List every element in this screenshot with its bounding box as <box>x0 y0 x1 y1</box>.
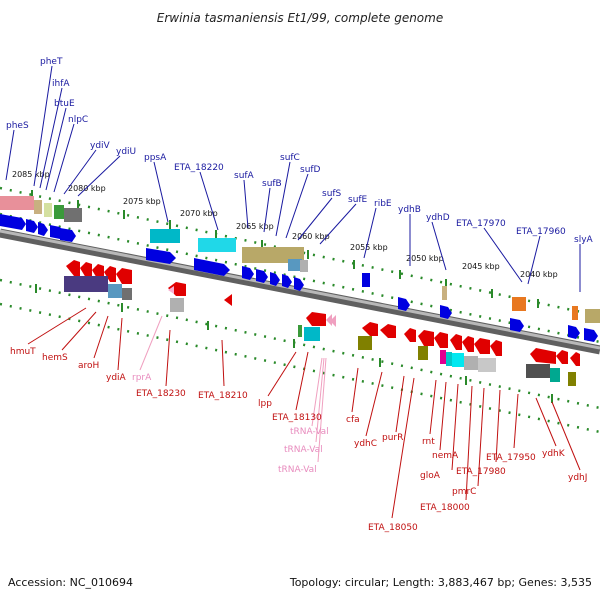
gene-label[interactable]: btuE <box>54 99 75 109</box>
gene-label[interactable]: aroH <box>78 361 99 371</box>
top-leader-lines <box>5 65 581 292</box>
gene-label[interactable]: cfa <box>346 415 360 425</box>
gene-label[interactable]: ETA_18000 <box>420 503 470 513</box>
gene-label[interactable]: ihfA <box>52 79 70 89</box>
gene-label[interactable]: sufS <box>322 189 342 199</box>
gene-label[interactable]: ydhB <box>398 205 421 215</box>
gene-label[interactable]: ETA_17970 <box>456 219 506 229</box>
kbp-label: 2045 kbp <box>462 262 500 271</box>
map-title: Erwinia tasmaniensis Et1/99, complete ge… <box>157 11 443 25</box>
rna-leader-lines <box>139 315 327 463</box>
kbp-label: 2065 kbp <box>236 222 274 231</box>
gene-label[interactable]: rnt <box>422 437 435 447</box>
genome-summary-text: Topology: circular; Length: 3,883,467 bp… <box>289 576 592 589</box>
gene-label[interactable]: hemS <box>42 353 68 363</box>
gene-label[interactable]: ETA_17980 <box>456 467 506 477</box>
gene-label[interactable]: ETA_18050 <box>368 523 418 533</box>
gene-label[interactable]: sufA <box>234 171 255 181</box>
gene-label[interactable]: sufC <box>280 153 300 163</box>
gene-label[interactable]: ribE <box>374 199 392 209</box>
gene-label[interactable]: ppsA <box>144 153 167 163</box>
kbp-label: 2070 kbp <box>180 209 218 218</box>
gene-label[interactable]: ETA_18130 <box>272 413 322 423</box>
gene-label[interactable]: pheS <box>6 121 29 131</box>
gene-label[interactable]: ETA_18210 <box>198 391 248 401</box>
gene-label[interactable]: ETA_18230 <box>136 389 186 399</box>
kbp-label: 2055 kbp <box>350 243 388 252</box>
gene-label[interactable]: ydhD <box>426 213 450 223</box>
gene-label[interactable]: lpp <box>258 399 272 409</box>
gene-label[interactable]: ydhK <box>542 449 566 459</box>
kbp-label: 2040 kbp <box>520 270 558 279</box>
bottom-leader-lines <box>27 307 581 519</box>
gene-label[interactable]: ydhC <box>354 439 377 449</box>
reverse-features <box>64 260 580 386</box>
gene-label[interactable]: nemA <box>432 451 459 461</box>
kbp-label: 2080 kbp <box>68 184 106 193</box>
gene-label[interactable]: ydhJ <box>568 473 587 483</box>
gene-label[interactable]: hmuT <box>10 347 36 357</box>
gene-label[interactable]: ydiU <box>116 147 136 157</box>
gene-label[interactable]: sufB <box>262 179 282 189</box>
kbp-label: 2075 kbp <box>123 197 161 206</box>
rna-label[interactable]: tRNA-Val <box>290 427 329 437</box>
genome-backbone <box>0 228 600 355</box>
gene-label[interactable]: pmrC <box>452 487 476 497</box>
gene-label[interactable]: ETA_17960 <box>516 227 566 237</box>
gene-label[interactable]: purR <box>382 433 403 443</box>
forward-features <box>0 196 600 342</box>
outer-top-track <box>0 186 600 318</box>
gene-label[interactable]: nlpC <box>68 115 88 125</box>
gene-label[interactable]: ETA_17950 <box>486 453 536 463</box>
kbp-label: 2050 kbp <box>406 254 444 263</box>
gene-label[interactable]: ydiA <box>106 373 127 383</box>
gene-label[interactable]: pheT <box>40 57 63 67</box>
rna-label[interactable]: tRNA-Val <box>284 445 323 455</box>
kbp-label: 2085 kbp <box>12 170 50 179</box>
gene-label[interactable]: gloA <box>420 471 441 481</box>
gene-label[interactable]: ETA_18220 <box>174 163 224 173</box>
gene-label[interactable]: sufE <box>348 195 368 205</box>
accession-text: Accession: NC_010694 <box>8 576 133 589</box>
gene-label[interactable]: ydiV <box>90 141 111 151</box>
rna-label[interactable]: tRNA-Val <box>278 465 317 475</box>
gene-label[interactable]: slyA <box>574 235 594 245</box>
kbp-label: 2060 kbp <box>292 232 330 241</box>
rna-label[interactable]: rprA <box>132 373 152 383</box>
gene-label[interactable]: sufD <box>300 165 321 175</box>
outer-bottom-track <box>0 302 600 434</box>
inner-bottom-track <box>0 278 600 410</box>
inner-top-track <box>0 212 600 344</box>
